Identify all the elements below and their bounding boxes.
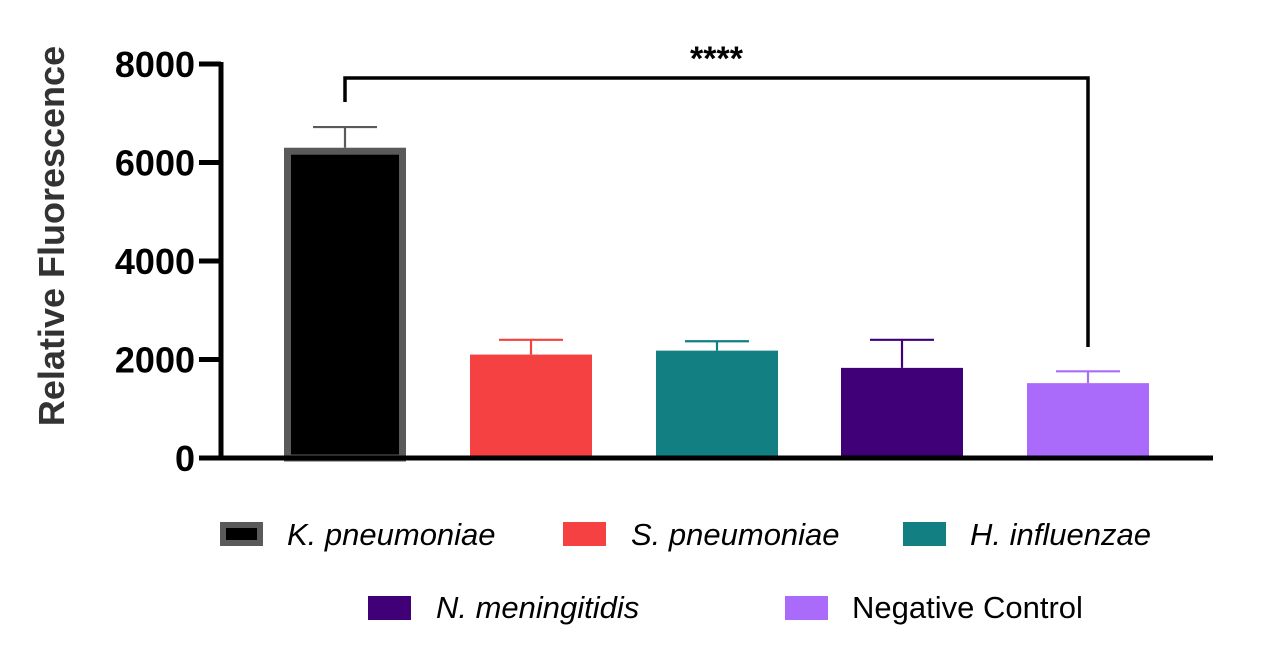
legend: K. pneumoniae S. pneumoniae H. influenzae N… xyxy=(220,517,1151,625)
y-axis-title: Relative Fluorescence xyxy=(31,46,72,426)
significance-bracket xyxy=(343,76,1090,347)
y-tick-label: 8000 xyxy=(115,44,195,85)
legend-label-h-influenzae: H. influenzae xyxy=(970,517,1151,552)
bar-n-meningitidis xyxy=(841,367,963,458)
legend-swatch-k-pneumoniae xyxy=(220,522,263,546)
y-axis-title-group: Relative Fluorescence xyxy=(31,46,72,426)
y-tick-label: 4000 xyxy=(115,241,195,282)
significance-layer: **** xyxy=(343,40,1090,347)
y-tick-label: 0 xyxy=(175,438,195,479)
bar-k-pneumoniae xyxy=(284,147,406,462)
legend-swatch-s-pneumoniae xyxy=(563,522,606,546)
legend-label-negative-control: Negative Control xyxy=(852,590,1083,625)
axes-layer: 0 2000 4000 6000 8000 xyxy=(115,44,1213,479)
legend-label-n-meningitidis: N. meningitidis xyxy=(436,590,639,625)
legend-swatch-n-meningitidis xyxy=(368,596,411,620)
bar-negative-control xyxy=(1027,383,1149,458)
legend-swatch-negative-control xyxy=(785,596,828,620)
legend-label-s-pneumoniae: S. pneumoniae xyxy=(631,517,840,552)
legend-swatch-h-influenzae xyxy=(903,522,946,546)
bar-h-influenzae xyxy=(656,350,778,458)
y-tick-label: 2000 xyxy=(115,340,195,381)
significance-label: **** xyxy=(690,40,744,78)
bars-layer xyxy=(284,125,1149,462)
legend-label-k-pneumoniae: K. pneumoniae xyxy=(287,517,496,552)
bar-s-pneumoniae xyxy=(470,354,592,458)
y-tick-label: 6000 xyxy=(115,143,195,184)
